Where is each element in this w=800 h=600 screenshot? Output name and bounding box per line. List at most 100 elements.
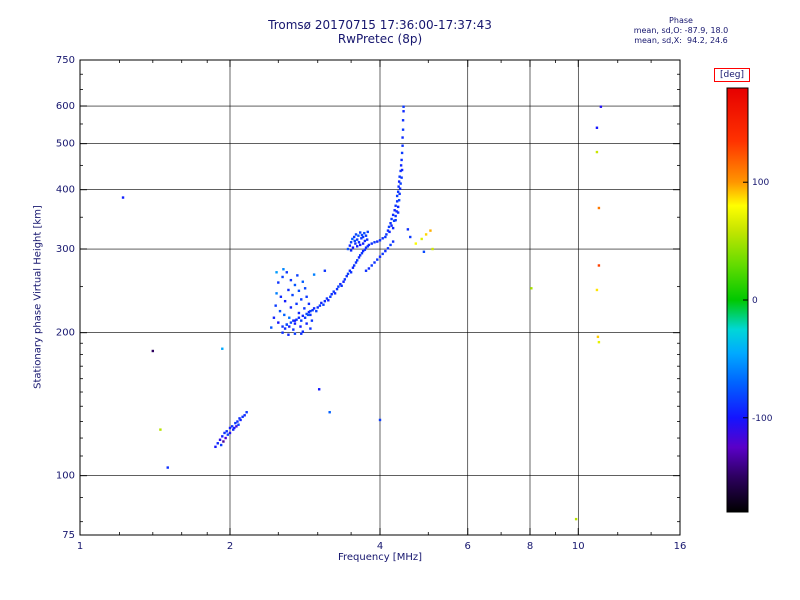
data-point — [312, 273, 316, 276]
data-point — [281, 331, 284, 334]
y-tick-label: 400 — [56, 185, 75, 196]
data-point — [226, 433, 230, 436]
x-axis-label: Frequency [MHz] — [337, 552, 423, 563]
data-point — [599, 105, 603, 108]
data-point — [323, 269, 327, 272]
data-point — [378, 418, 382, 422]
data-point — [381, 252, 384, 256]
data-point — [597, 206, 601, 210]
data-point — [399, 164, 403, 167]
data-point — [357, 256, 361, 259]
data-point — [394, 214, 397, 218]
data-point — [354, 261, 358, 264]
data-point — [283, 313, 286, 317]
data-point — [288, 325, 291, 328]
data-point — [300, 319, 303, 322]
data-point — [401, 136, 404, 139]
data-point — [390, 224, 393, 227]
data-point — [297, 316, 301, 319]
data-point — [351, 237, 354, 241]
data-point — [394, 218, 397, 222]
plot-subtitle: RwPretec (8p) — [337, 32, 423, 46]
data-point — [381, 237, 384, 240]
data-point — [376, 240, 379, 243]
data-point — [402, 110, 405, 113]
y-tick-label: 300 — [56, 244, 75, 255]
phase-stats-x-mode: mean, sd,X: 94.2, 24.6 — [634, 36, 728, 45]
data-point — [414, 242, 418, 245]
data-point — [397, 185, 400, 188]
data-point — [391, 213, 395, 217]
data-point — [409, 235, 412, 239]
data-point — [121, 196, 125, 199]
data-point — [355, 238, 359, 241]
data-point — [406, 228, 410, 231]
data-point — [397, 199, 401, 202]
plot-title: Tromsø 20170715 17:36:00-17:37:43 — [268, 18, 492, 32]
data-point — [159, 428, 162, 431]
data-point — [402, 105, 405, 108]
data-point — [281, 275, 284, 279]
data-point — [378, 239, 382, 242]
data-point — [289, 321, 293, 324]
data-point — [216, 442, 219, 445]
data-point — [391, 240, 395, 243]
data-point — [349, 249, 353, 252]
y-tick-label: 100 — [56, 471, 75, 482]
data-point — [214, 445, 217, 449]
data-point — [346, 272, 350, 276]
data-point — [300, 298, 303, 301]
data-point — [391, 226, 395, 230]
plot-border — [79, 59, 681, 536]
data-point — [274, 304, 277, 307]
data-point — [277, 321, 280, 324]
data-point — [287, 288, 290, 292]
data-point — [224, 436, 227, 440]
data-point — [277, 281, 280, 284]
y-tick-label: 200 — [56, 328, 75, 339]
data-point — [595, 126, 599, 129]
data-point — [228, 426, 232, 430]
data-point — [275, 292, 278, 295]
data-point — [355, 259, 359, 262]
data-point — [312, 307, 316, 310]
data-point — [309, 313, 312, 317]
data-point — [420, 237, 423, 241]
data-point — [395, 210, 398, 213]
data-point — [233, 426, 236, 430]
data-point — [384, 235, 387, 239]
data-point — [285, 271, 288, 274]
data-point — [394, 204, 397, 207]
data-point — [282, 268, 285, 271]
data-point — [360, 233, 364, 237]
data-point — [301, 330, 305, 333]
data-point — [596, 335, 600, 339]
data-point — [287, 333, 290, 336]
data-point — [301, 280, 305, 283]
data-point — [390, 217, 393, 221]
x-tick-label: 2 — [227, 541, 233, 552]
data-point — [429, 229, 432, 232]
colorbar-tick-label: 0 — [752, 296, 758, 306]
colorbar-title: [deg] — [714, 68, 750, 82]
data-point — [218, 438, 222, 441]
data-point — [235, 425, 238, 428]
data-point — [351, 266, 355, 269]
data-point — [401, 144, 404, 147]
colorbar: 100 0 -100 — [726, 87, 773, 513]
data-point — [333, 292, 337, 295]
data-point — [378, 255, 382, 258]
data-point — [363, 248, 367, 251]
data-point — [297, 311, 301, 315]
data-point — [355, 245, 359, 248]
x-tick-label: 1 — [77, 541, 83, 552]
data-point — [422, 250, 426, 253]
data-point — [303, 287, 307, 290]
data-point — [370, 264, 373, 267]
data-point — [316, 306, 319, 309]
data-point — [223, 431, 226, 435]
data-point — [352, 235, 356, 239]
data-point — [387, 225, 391, 229]
data-point — [396, 211, 400, 214]
